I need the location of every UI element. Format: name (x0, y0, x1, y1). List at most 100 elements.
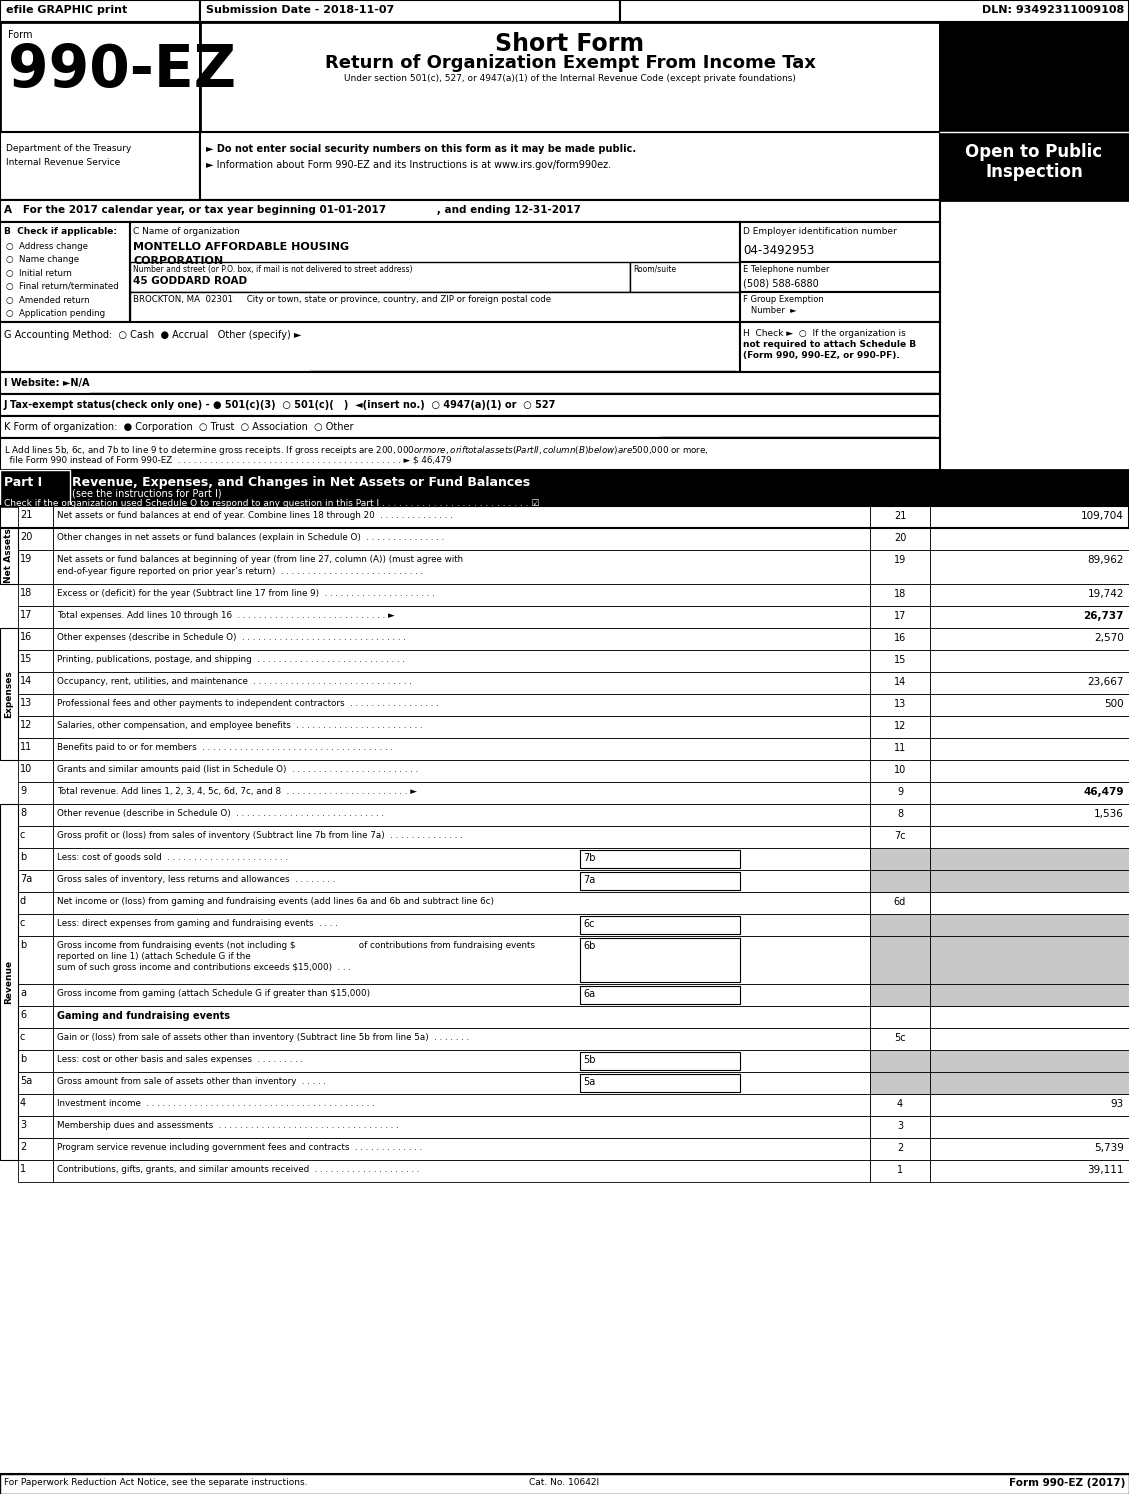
Bar (930, 1138, 1129, 1159)
Bar (870, 716, 930, 738)
Bar (940, 22, 1129, 200)
Text: 3: 3 (896, 1120, 903, 1131)
Bar (0, 506, 1129, 527)
Text: Benefits paid to or for members  . . . . . . . . . . . . . . . . . . . . . . . .: Benefits paid to or for members . . . . … (56, 743, 393, 751)
Text: not required to attach Schedule B: not required to attach Schedule B (743, 341, 916, 350)
Text: 12: 12 (20, 720, 33, 731)
Text: a: a (20, 988, 26, 998)
Text: Excess or (deficit) for the year (Subtract line 17 from line 9)  . . . . . . . .: Excess or (deficit) for the year (Subtra… (56, 589, 435, 598)
Bar (870, 892, 930, 914)
Text: 23,667: 23,667 (1087, 677, 1124, 687)
Bar (18, 672, 53, 695)
Bar (53, 650, 870, 672)
Text: 109,704: 109,704 (1082, 511, 1124, 521)
Bar (870, 985, 930, 1005)
Bar (0, 372, 940, 394)
Bar (53, 781, 870, 804)
Bar (18, 937, 53, 985)
Bar (53, 550, 870, 584)
Text: sum of such gross income and contributions exceeds $15,000)  . . .: sum of such gross income and contributio… (56, 964, 351, 973)
Text: 7a: 7a (20, 874, 33, 884)
Bar (53, 937, 870, 985)
Text: Gross income from fundraising events (not including $                       of c: Gross income from fundraising events (no… (56, 941, 535, 950)
Text: 5b: 5b (583, 1055, 595, 1065)
Bar (53, 760, 870, 781)
Bar (18, 695, 53, 716)
Bar (53, 506, 870, 527)
Text: Other revenue (describe in Schedule O)  . . . . . . . . . . . . . . . . . . . . : Other revenue (describe in Schedule O) .… (56, 808, 384, 819)
Text: Revenue: Revenue (5, 961, 14, 1004)
Text: Number and street (or P.O. box, if mail is not delivered to street address): Number and street (or P.O. box, if mail … (133, 264, 412, 273)
Bar (0, 131, 200, 200)
Text: 17: 17 (20, 610, 33, 620)
Bar (870, 781, 930, 804)
Bar (0, 804, 18, 1159)
Text: E Telephone number: E Telephone number (743, 264, 830, 273)
Bar (18, 1005, 53, 1028)
Text: 8: 8 (896, 808, 903, 819)
Text: ► Do not enter social security numbers on this form as it may be made public.: ► Do not enter social security numbers o… (205, 143, 636, 154)
Text: b: b (20, 940, 26, 950)
Text: Contributions, gifts, grants, and similar amounts received  . . . . . . . . . . : Contributions, gifts, grants, and simila… (56, 1165, 420, 1174)
Text: 14: 14 (894, 677, 907, 687)
Bar (53, 1028, 870, 1050)
Text: I Website: ►N/A: I Website: ►N/A (5, 378, 89, 388)
Bar (53, 716, 870, 738)
Text: Less: direct expenses from gaming and fundraising events  . . . .: Less: direct expenses from gaming and fu… (56, 919, 338, 928)
Text: DLN: 93492311009108: DLN: 93492311009108 (982, 4, 1124, 15)
Bar (18, 1116, 53, 1138)
Bar (930, 1028, 1129, 1050)
Bar (53, 849, 870, 870)
Bar (870, 849, 930, 870)
Bar (870, 1005, 930, 1028)
Bar (18, 826, 53, 849)
Bar (930, 870, 1129, 892)
Text: 8: 8 (20, 808, 26, 819)
Bar (53, 1159, 870, 1182)
Text: efile GRAPHIC print: efile GRAPHIC print (6, 4, 128, 15)
Bar (870, 738, 930, 760)
Bar (0, 415, 940, 438)
Text: Membership dues and assessments  . . . . . . . . . . . . . . . . . . . . . . . .: Membership dues and assessments . . . . … (56, 1120, 399, 1129)
Bar (930, 849, 1129, 870)
Bar (580, 1074, 739, 1092)
Text: Net assets or fund balances at end of year. Combine lines 18 through 20  . . . .: Net assets or fund balances at end of ye… (56, 511, 453, 520)
Text: Gross sales of inventory, less returns and allowances  . . . . . . . .: Gross sales of inventory, less returns a… (56, 875, 335, 884)
Bar (18, 716, 53, 738)
Text: L Add lines 5b, 6c, and 7b to line 9 to determine gross receipts. If gross recei: L Add lines 5b, 6c, and 7b to line 9 to … (5, 444, 709, 457)
Text: Total revenue. Add lines 1, 2, 3, 4, 5c, 6d, 7c, and 8  . . . . . . . . . . . . : Total revenue. Add lines 1, 2, 3, 4, 5c,… (56, 787, 417, 796)
Text: Submission Date - 2018-11-07: Submission Date - 2018-11-07 (205, 4, 394, 15)
Text: d: d (20, 896, 26, 905)
Text: Net assets or fund balances at beginning of year (from line 27, column (A)) (mus: Net assets or fund balances at beginning… (56, 554, 463, 565)
Bar (18, 1028, 53, 1050)
Bar (930, 695, 1129, 716)
Text: Grants and similar amounts paid (list in Schedule O)  . . . . . . . . . . . . . : Grants and similar amounts paid (list in… (56, 765, 418, 774)
Text: 19: 19 (20, 554, 33, 565)
Text: Department of the Treasury: Department of the Treasury (6, 143, 131, 152)
Text: 7b: 7b (583, 853, 595, 864)
Bar (870, 506, 930, 527)
Text: Return of Organization Exempt From Income Tax: Return of Organization Exempt From Incom… (324, 54, 815, 72)
Text: Other expenses (describe in Schedule O)  . . . . . . . . . . . . . . . . . . . .: Other expenses (describe in Schedule O) … (56, 633, 405, 642)
Text: 20: 20 (894, 533, 907, 542)
Text: Part I: Part I (5, 477, 42, 489)
Text: 4: 4 (896, 1100, 903, 1109)
Bar (53, 985, 870, 1005)
Text: 1: 1 (20, 1164, 26, 1174)
Text: 26,737: 26,737 (1084, 611, 1124, 622)
Bar (53, 1073, 870, 1094)
Text: Less: cost of goods sold  . . . . . . . . . . . . . . . . . . . . . . .: Less: cost of goods sold . . . . . . . .… (56, 853, 288, 862)
Text: 93: 93 (1111, 1100, 1124, 1109)
Bar (930, 892, 1129, 914)
Bar (930, 781, 1129, 804)
Bar (0, 0, 200, 22)
Bar (53, 672, 870, 695)
Bar (53, 870, 870, 892)
Text: 9: 9 (896, 787, 903, 796)
Bar (930, 1005, 1129, 1028)
Bar (0, 1475, 1129, 1494)
Text: F Group Exemption: F Group Exemption (743, 294, 824, 303)
Bar (940, 22, 1129, 131)
Bar (18, 781, 53, 804)
Text: 46,479: 46,479 (1084, 787, 1124, 796)
